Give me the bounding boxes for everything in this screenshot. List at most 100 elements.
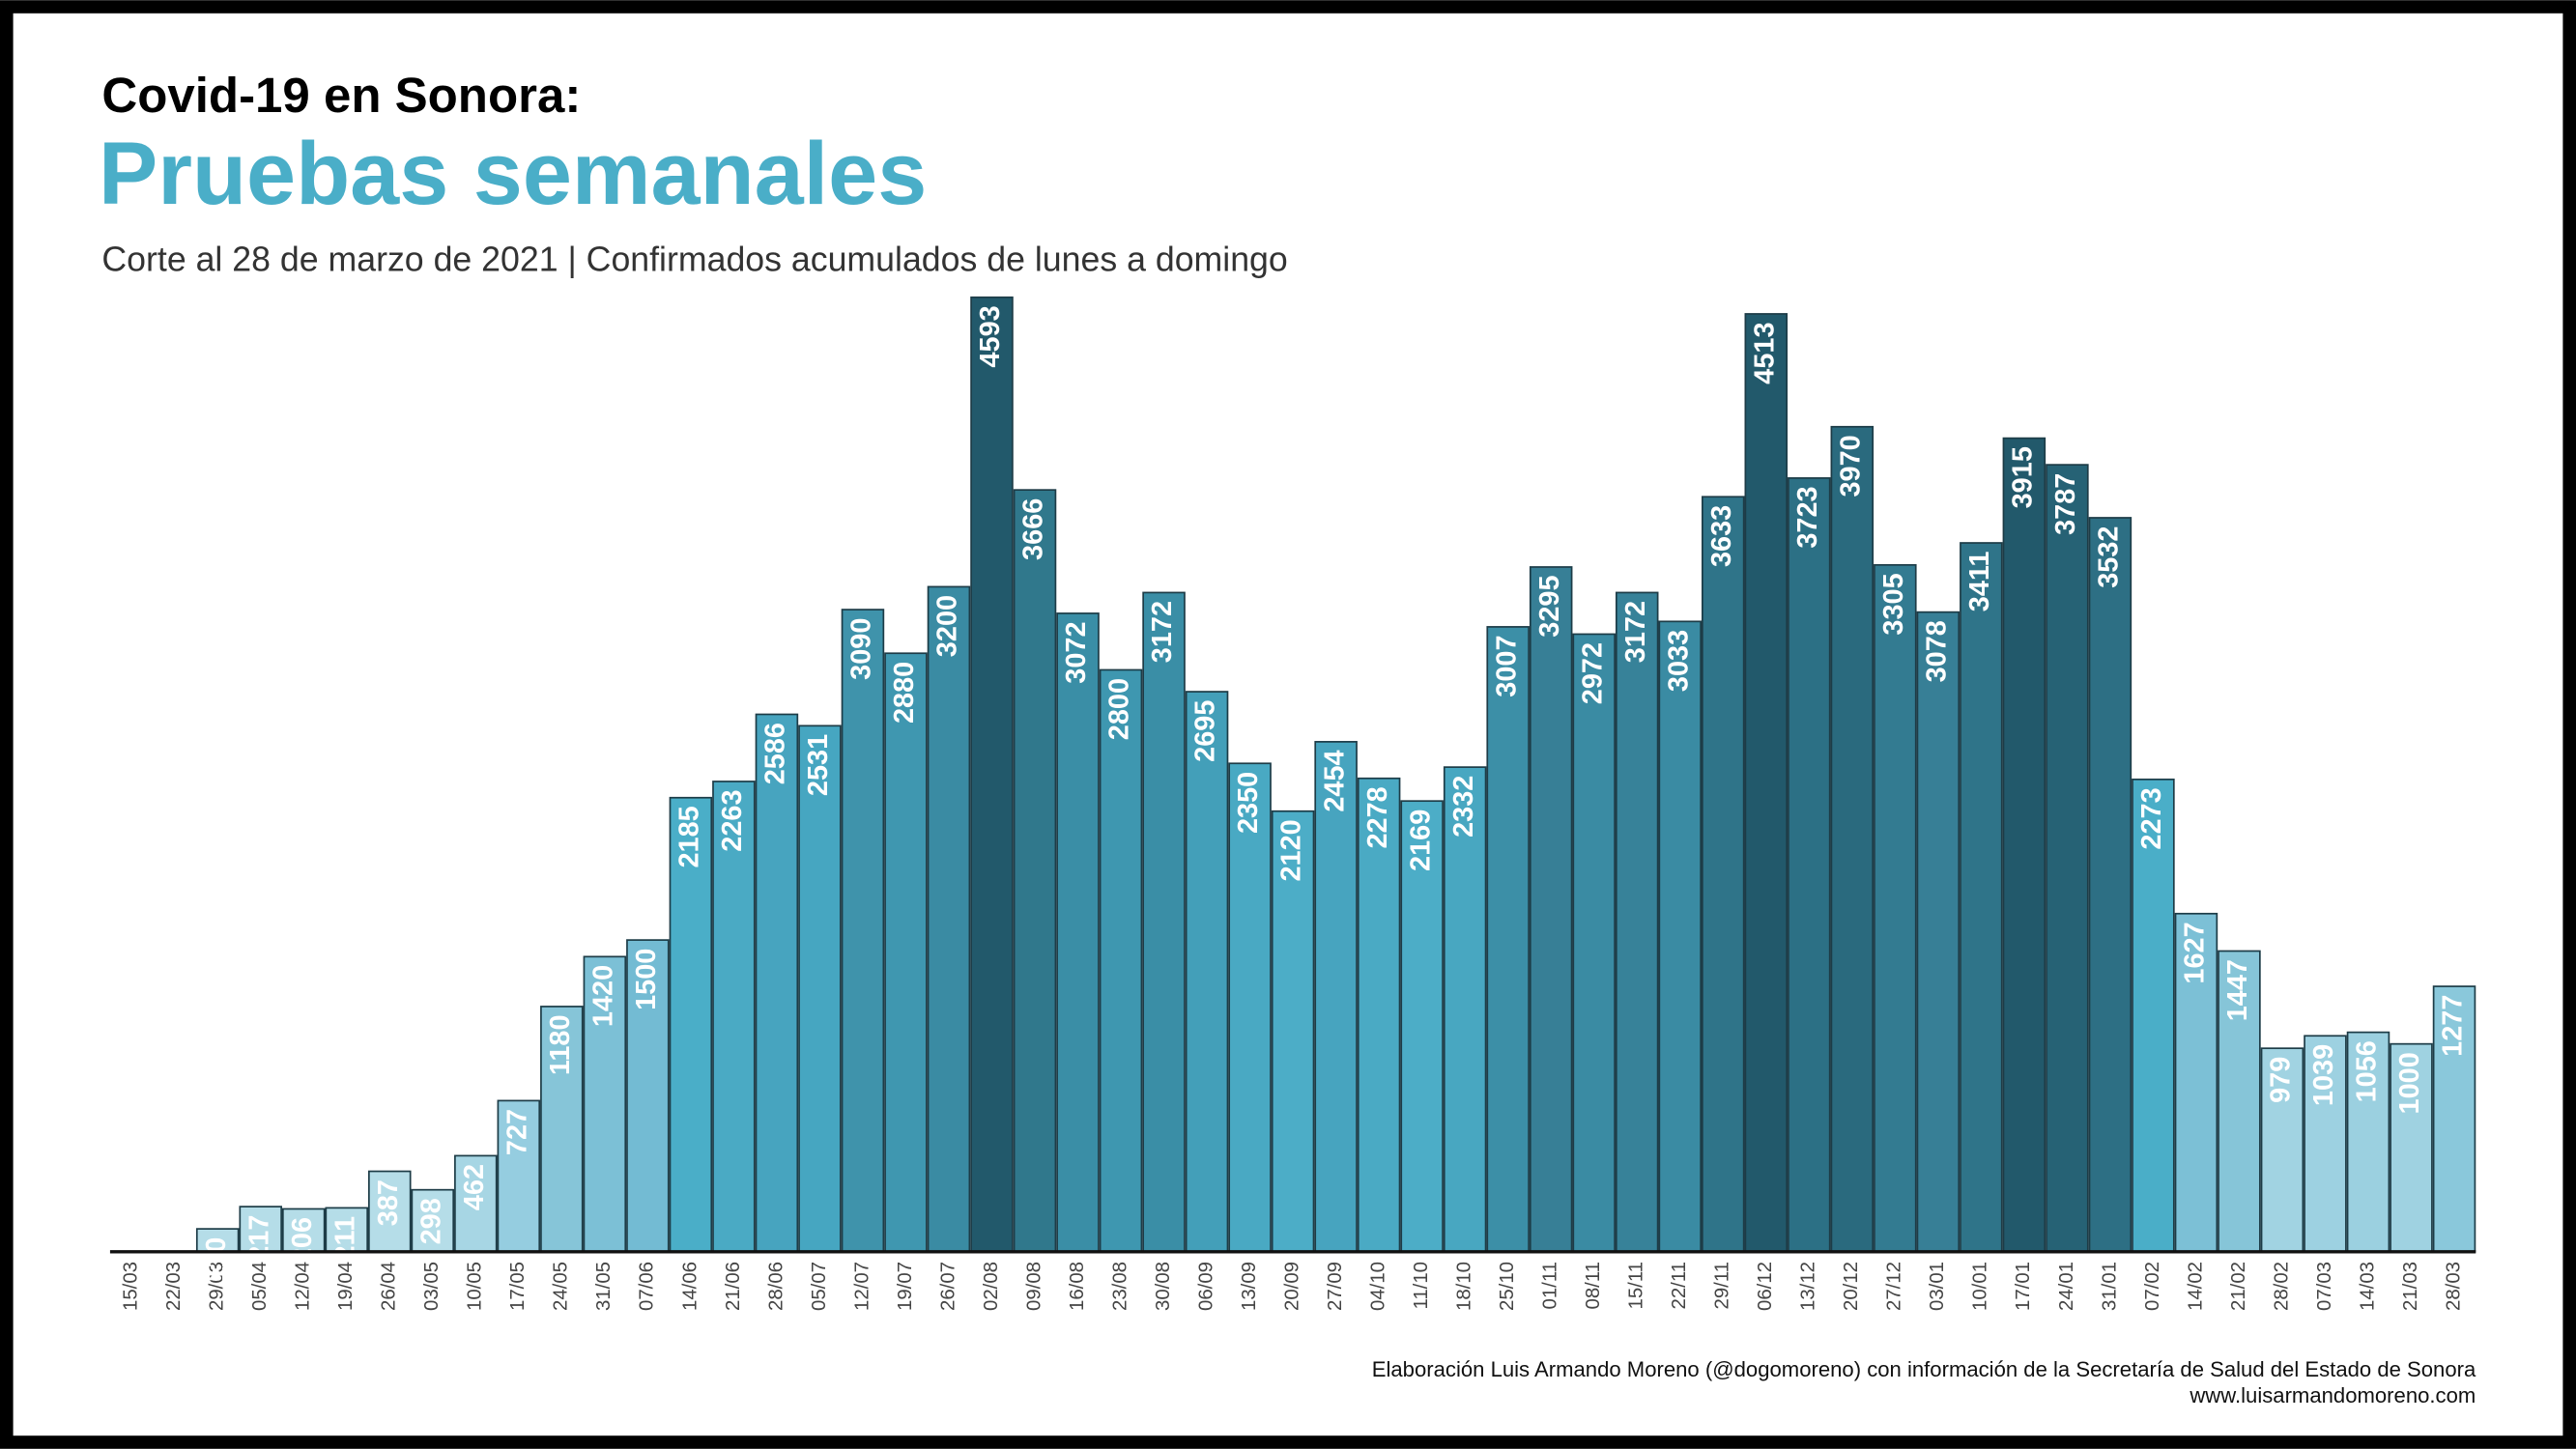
value-label: 2120 xyxy=(1276,819,1307,881)
value-label: 3090 xyxy=(846,618,877,680)
x-tick-label: 23/08 xyxy=(1109,1262,1131,1311)
bar xyxy=(970,296,1014,1253)
bar xyxy=(2088,517,2132,1253)
x-tick-label: 11/10 xyxy=(1411,1262,1432,1310)
bar xyxy=(2390,1042,2433,1253)
x-tick-label: 28/06 xyxy=(765,1262,787,1311)
bar xyxy=(1142,591,1186,1253)
x-tick-label: 05/04 xyxy=(249,1262,271,1311)
x-tick-label: 14/03 xyxy=(2357,1262,2378,1311)
footer: www.luisarmandomoreno.com xyxy=(2189,1383,2476,1407)
bar xyxy=(1314,741,1358,1253)
value-label: 3078 xyxy=(1921,620,1952,682)
x-tick-label: 10/01 xyxy=(1970,1262,1991,1311)
x-tick-label: 21/03 xyxy=(2400,1262,2421,1311)
x-tick-label: 28/02 xyxy=(2271,1262,2292,1311)
x-tick-label: 29/03 xyxy=(207,1262,228,1311)
value-label: 727 xyxy=(501,1109,532,1155)
bar xyxy=(1960,542,2003,1253)
value-label: 2531 xyxy=(803,734,834,796)
x-tick-label: 20/12 xyxy=(1841,1262,1862,1311)
x-tick-label: 13/09 xyxy=(1239,1262,1260,1311)
bar xyxy=(1357,777,1401,1253)
value-label: 3033 xyxy=(1663,630,1694,692)
value-label: 2332 xyxy=(1448,776,1479,838)
bar xyxy=(1099,668,1143,1253)
bar xyxy=(798,724,842,1253)
value-label: 2263 xyxy=(717,789,748,851)
bar xyxy=(1443,766,1487,1253)
value-label: 1627 xyxy=(2180,922,2211,983)
x-tick-label: 22/03 xyxy=(163,1262,185,1311)
value-label: 3072 xyxy=(1061,621,1092,683)
x-tick-label: 22/11 xyxy=(1669,1262,1690,1310)
bar xyxy=(2002,437,2046,1253)
bar xyxy=(2432,985,2476,1253)
x-tick-label: 15/11 xyxy=(1626,1262,1647,1310)
bar xyxy=(1615,591,1659,1253)
bar xyxy=(2260,1047,2304,1253)
bar xyxy=(1056,612,1100,1253)
x-tick-label: 19/07 xyxy=(895,1262,916,1311)
x-tick-label: 24/01 xyxy=(2056,1262,2077,1311)
value-label: 3970 xyxy=(1835,435,1866,497)
x-tick-label: 28/03 xyxy=(2443,1262,2464,1311)
value-label: 2586 xyxy=(760,723,791,784)
value-label: 3532 xyxy=(2094,526,2125,587)
bar xyxy=(1744,313,1789,1253)
x-tick-label: 16/08 xyxy=(1067,1262,1088,1311)
bar xyxy=(540,1006,584,1253)
chart-title: Covid-19 en Sonora: xyxy=(101,68,581,123)
bar xyxy=(2346,1031,2390,1253)
x-tick-label: 26/04 xyxy=(379,1262,400,1311)
x-tick-label: 19/04 xyxy=(335,1262,357,1311)
x-tick-label: 27/09 xyxy=(1325,1262,1346,1311)
value-label: 2350 xyxy=(1233,772,1264,834)
x-tick-label: 29/11 xyxy=(1712,1262,1733,1310)
value-label: 979 xyxy=(2266,1057,2297,1103)
value-label: 3200 xyxy=(932,595,963,657)
value-label: 4513 xyxy=(1749,322,1780,384)
bar xyxy=(2304,1035,2347,1253)
x-tick-label: 20/09 xyxy=(1281,1262,1302,1311)
chart-subtitle: Corte al 28 de marzo de 2021 | Confirmad… xyxy=(101,241,1287,279)
value-label: 1277 xyxy=(2438,995,2469,1057)
x-tick-label: 13/12 xyxy=(1798,1262,1819,1311)
x-tick-label: 02/08 xyxy=(981,1262,1002,1311)
bar xyxy=(841,609,885,1253)
value-label: 217 xyxy=(243,1215,274,1262)
bar xyxy=(583,955,627,1253)
value-label: 1039 xyxy=(2308,1044,2339,1106)
value-label: 1420 xyxy=(587,965,618,1027)
value-label: 3787 xyxy=(2050,473,2081,535)
x-tick-label: 12/04 xyxy=(293,1262,314,1311)
bar xyxy=(239,1206,282,1253)
bar xyxy=(497,1099,541,1253)
bar xyxy=(1830,425,1875,1253)
bar xyxy=(1185,691,1229,1253)
x-tick-label: 31/05 xyxy=(593,1262,615,1311)
bar xyxy=(1916,611,1961,1253)
x-tick-label: 14/02 xyxy=(2185,1262,2206,1311)
x-tick-label: 07/06 xyxy=(637,1262,658,1311)
bar xyxy=(2132,778,2175,1253)
footer: Elaboración Luis Armando Moreno (@dogomo… xyxy=(1372,1357,2476,1381)
value-label: 2695 xyxy=(1190,700,1221,762)
x-tick-label: 31/01 xyxy=(2099,1262,2120,1311)
value-label: 3915 xyxy=(2008,446,2039,508)
value-label: 3172 xyxy=(1147,601,1178,663)
bar xyxy=(1013,489,1057,1253)
value-label: 3633 xyxy=(1706,505,1737,567)
value-label: 2800 xyxy=(1104,678,1135,740)
x-tick-label: 30/08 xyxy=(1153,1262,1174,1311)
x-tick-label: 17/05 xyxy=(507,1262,529,1311)
bar xyxy=(712,781,756,1253)
value-label: 3666 xyxy=(1018,498,1049,560)
bar xyxy=(1228,762,1272,1253)
value-label: 2880 xyxy=(889,662,920,724)
bar xyxy=(1400,800,1444,1253)
chart-heading: Pruebas semanales xyxy=(99,125,927,223)
value-label: 2972 xyxy=(1577,642,1608,704)
x-tick-label: 01/11 xyxy=(1540,1262,1561,1310)
